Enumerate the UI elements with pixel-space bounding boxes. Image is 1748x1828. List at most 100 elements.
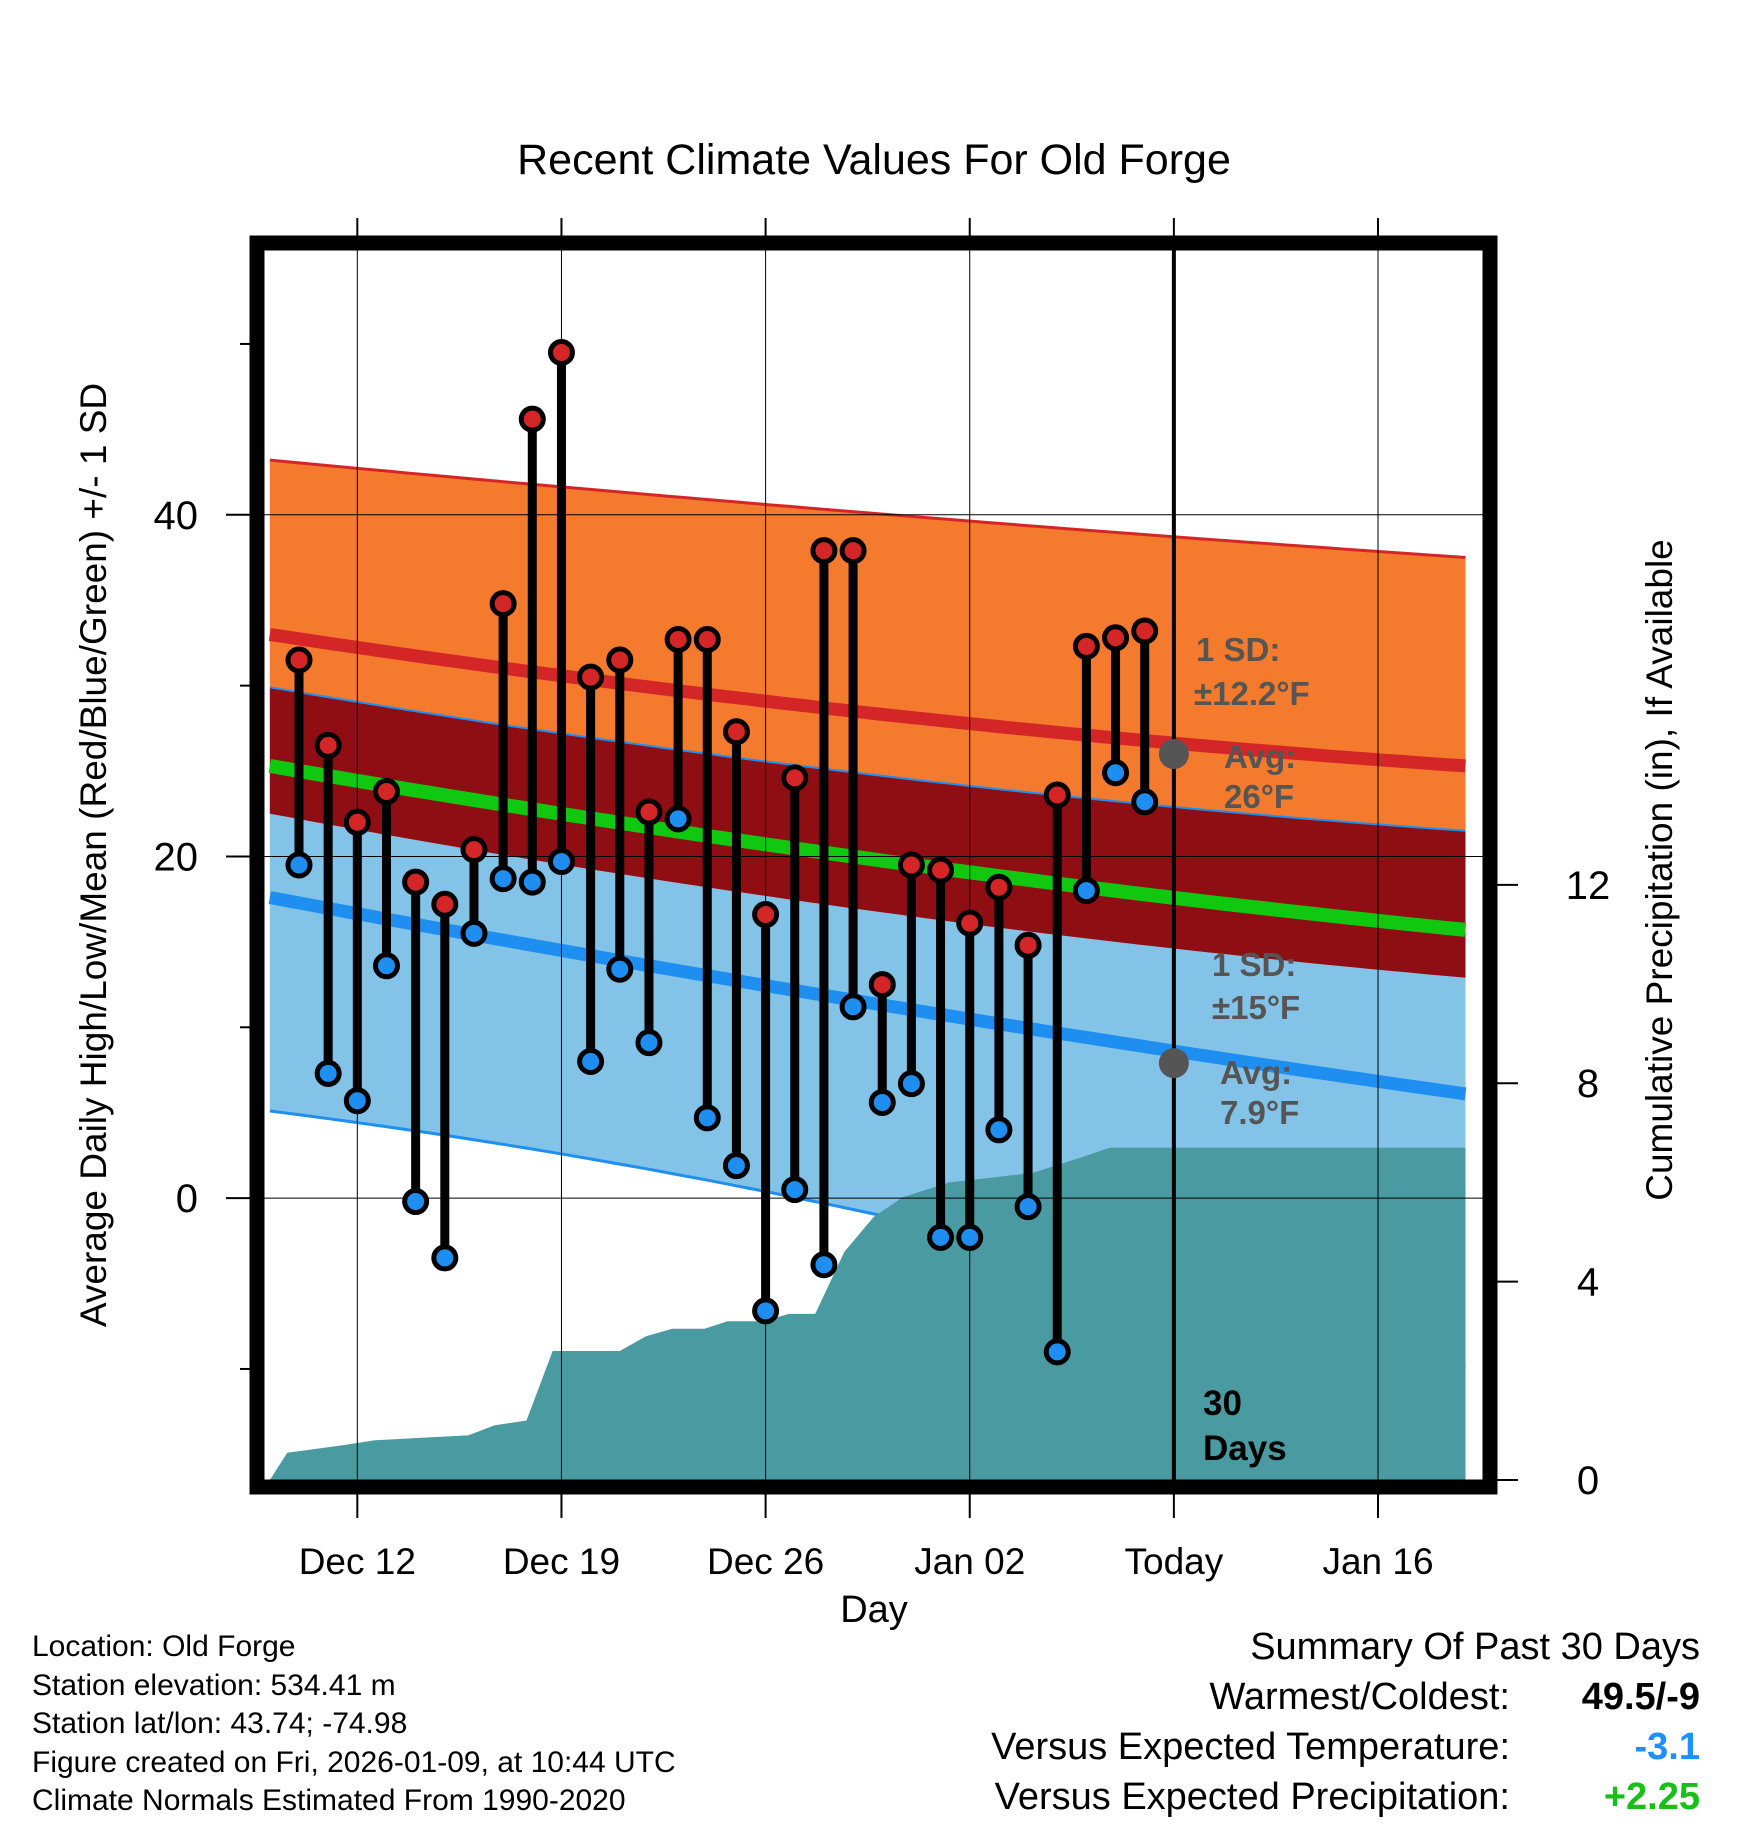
daily-high-point <box>489 590 517 618</box>
daily-high-point <box>956 909 984 937</box>
daily-low-point <box>518 868 546 896</box>
daily-high-point <box>518 405 546 433</box>
latlon-text: Station lat/lon: 43.74; -74.98 <box>32 1707 408 1740</box>
summary-row-temp: Versus Expected Temperature: -3.1 <box>991 1722 1700 1772</box>
temp-anomaly-label: Versus Expected Temperature: <box>991 1726 1510 1768</box>
daily-low-point <box>606 955 634 983</box>
daily-low-point <box>343 1087 371 1115</box>
daily-low-point <box>985 1116 1013 1144</box>
station-info: Location: Old Forge Station elevation: 5… <box>32 1628 676 1821</box>
daily-low-point <box>285 851 313 879</box>
y-left-tick-label: 20 <box>154 835 199 879</box>
y-right-tick-label: 4 <box>1577 1261 1599 1305</box>
low-avg-value: 7.9°F <box>1220 1094 1299 1131</box>
x-tick-label: Dec 26 <box>707 1541 824 1582</box>
daily-high-point <box>868 971 896 999</box>
high-sd-lower-line <box>269 686 1466 832</box>
daily-high-point <box>606 646 634 674</box>
daily-low-point <box>927 1223 955 1251</box>
daily-high-point <box>285 646 313 674</box>
daily-low-point <box>1043 1338 1071 1366</box>
created-text: Figure created on Fri, 2026-01-09, at 10… <box>32 1745 676 1779</box>
daily-low-point <box>1131 788 1159 816</box>
daily-high-point <box>897 851 925 879</box>
daily-high-point <box>431 890 459 918</box>
precip-area <box>269 1147 1466 1480</box>
daily-low-point <box>868 1088 896 1116</box>
daily-high-point <box>372 778 400 806</box>
daily-high-point <box>781 764 809 792</box>
daily-high-point <box>343 808 371 836</box>
daily-low-point <box>402 1188 430 1216</box>
x-axis-label: Day <box>840 1589 908 1631</box>
elevation-text: Station elevation: 534.41 m <box>32 1668 396 1702</box>
daily-low-point <box>489 865 517 893</box>
summary-panel: Summary Of Past 30 Days Warmest/Coldest:… <box>991 1622 1700 1822</box>
high-sd-value: ±12.2°F <box>1194 675 1310 712</box>
chart-title: Recent Climate Values For Old Forge <box>517 136 1231 184</box>
normal-high-line <box>268 627 1466 773</box>
plot-content <box>264 250 1483 1480</box>
summary-row-extremes: Warmest/Coldest: 49.5/-9 <box>991 1672 1700 1722</box>
daily-high-point <box>1102 624 1130 652</box>
high-avg-value: 26°F <box>1224 778 1294 815</box>
y-right-tick-label: 8 <box>1577 1062 1599 1106</box>
daily-high-point <box>1043 781 1071 809</box>
daily-high-point <box>839 537 867 565</box>
high-sd-label: 1 SD: <box>1196 631 1280 668</box>
daily-low-point <box>722 1152 750 1180</box>
daily-low-point <box>635 1029 663 1057</box>
daily-low-point <box>314 1059 342 1087</box>
precip-anomaly-value: +2.25 <box>1603 1776 1700 1818</box>
daily-high-point <box>577 663 605 691</box>
days-unit-label: Days <box>1203 1429 1287 1468</box>
daily-low-point <box>547 848 575 876</box>
warmest-label: Warmest/Coldest: <box>1209 1676 1510 1718</box>
plot-frame <box>249 235 1498 1495</box>
daily-high-point <box>635 798 663 826</box>
daily-high-point <box>1131 617 1159 645</box>
y-axis-left-label: Average Daily High/Low/Mean (Red/Blue/Gr… <box>73 383 114 1327</box>
high-sd-upper-line <box>269 458 1466 559</box>
daily-high-point <box>314 731 342 759</box>
daily-low-point <box>897 1070 925 1098</box>
x-tick-label: Dec 12 <box>299 1541 416 1582</box>
location-text: Location: Old Forge <box>32 1630 296 1663</box>
daily-low-point <box>956 1223 984 1251</box>
low-avg-label: Avg: <box>1220 1054 1292 1091</box>
daily-high-point <box>693 626 721 653</box>
daily-low-point <box>839 993 867 1021</box>
x-tick-label: Today <box>1125 1541 1224 1582</box>
daily-high-point <box>1014 931 1042 959</box>
y-left-tick-label: 0 <box>176 1177 198 1221</box>
daily-high-point <box>664 626 692 653</box>
daily-low-point <box>460 919 488 947</box>
daily-low-point <box>781 1176 809 1204</box>
summary-title: Summary Of Past 30 Days <box>1250 1626 1700 1668</box>
daily-high-point <box>927 856 955 884</box>
daily-high-point <box>402 868 430 896</box>
precip-anomaly-label: Versus Expected Precipitation: <box>994 1776 1510 1818</box>
low-sd-value: ±15°F <box>1212 989 1300 1026</box>
low-sd-label: 1 SD: <box>1212 946 1296 983</box>
y-left-tick-label: 40 <box>154 494 199 538</box>
y-right-tick-label: 12 <box>1566 864 1611 908</box>
daily-low-point <box>752 1297 780 1325</box>
high-avg-label: Avg: <box>1224 738 1296 775</box>
summary-row-precip: Versus Expected Precipitation: +2.25 <box>991 1772 1700 1822</box>
warmest-value: 49.5/-9 <box>1581 1676 1700 1718</box>
daily-low-point <box>664 805 692 833</box>
days-count-label: 30 <box>1203 1384 1242 1423</box>
daily-low-point <box>431 1244 459 1272</box>
x-tick-label: Jan 02 <box>914 1541 1025 1582</box>
y-axis-right-label: Cumulative Precipitation (in), If Availa… <box>1639 539 1680 1201</box>
daily-low-point <box>1102 759 1130 787</box>
x-tick-label: Jan 16 <box>1322 1541 1433 1582</box>
daily-high-point <box>752 901 780 929</box>
daily-low-point <box>577 1047 605 1075</box>
daily-low-point <box>693 1104 721 1132</box>
daily-low-point <box>1072 877 1100 905</box>
daily-high-point <box>460 836 488 864</box>
daily-low-point <box>1014 1193 1042 1221</box>
